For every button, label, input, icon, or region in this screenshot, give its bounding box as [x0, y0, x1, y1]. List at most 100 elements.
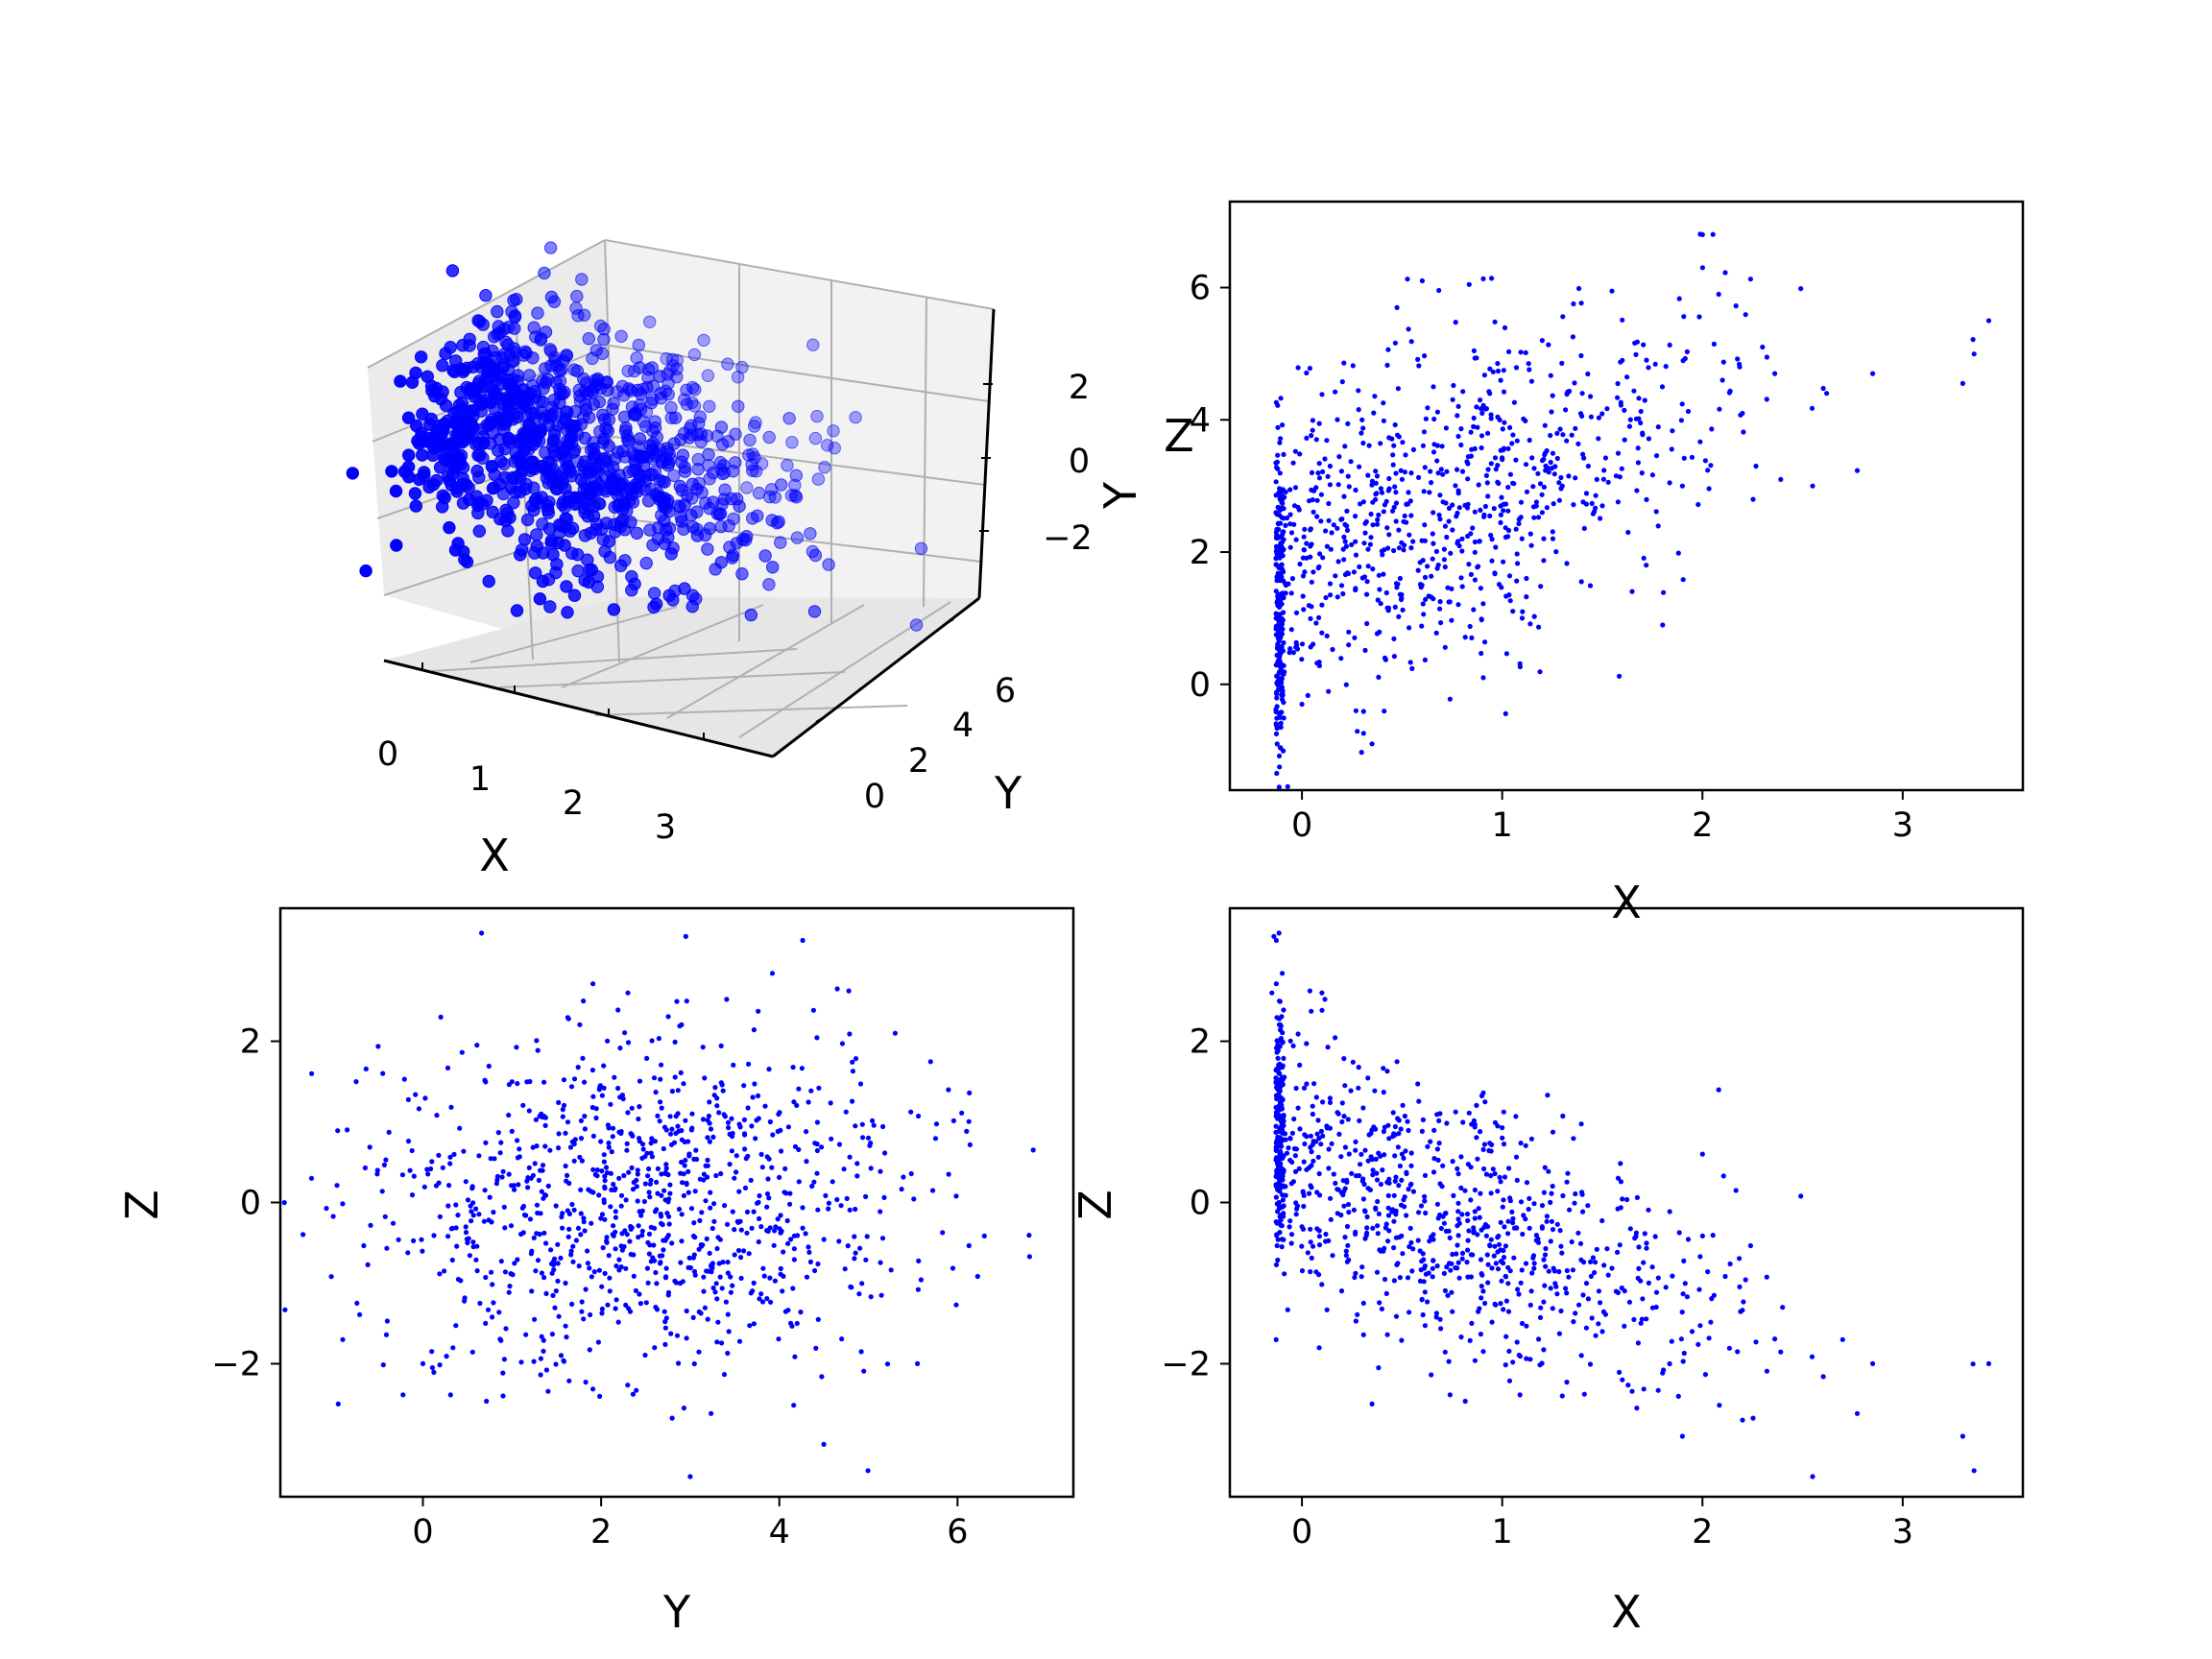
scatter-point: [463, 1179, 469, 1185]
scatter-point: [834, 1196, 840, 1203]
scatter-point: [1441, 1270, 1447, 1276]
scatter-point: [1685, 1237, 1692, 1242]
scatter-point: [879, 1236, 886, 1241]
scatter-3d-point: [493, 477, 507, 492]
scatter-point: [606, 1141, 612, 1146]
scatter-point: [1505, 445, 1511, 451]
scatter-3d-point: [633, 361, 646, 374]
scatter-point: [1383, 1221, 1389, 1227]
scatter-point: [1764, 1274, 1769, 1280]
y-tick-label: 0: [1190, 666, 1211, 705]
scatter-point: [1635, 460, 1641, 466]
scatter-point: [770, 1132, 776, 1138]
scatter-point: [1709, 1296, 1715, 1302]
scatter-point: [1599, 1329, 1605, 1334]
scatter-point: [673, 1130, 679, 1137]
scatter-3d-point: [567, 443, 582, 457]
scatter-point: [429, 1159, 435, 1165]
scatter-point: [1420, 1311, 1426, 1318]
scatter-point: [1386, 1176, 1392, 1182]
scatter-point: [1498, 1301, 1503, 1307]
scatter-3d-point: [806, 338, 820, 351]
scatter-point: [1495, 1189, 1501, 1194]
scatter-point: [1573, 1310, 1578, 1316]
scatter-point: [1271, 933, 1277, 940]
scatter-point: [1646, 436, 1651, 442]
scatter-point: [637, 1209, 642, 1214]
scatter-point: [655, 1113, 661, 1118]
scatter-point: [1277, 1061, 1283, 1067]
scatter-point: [1396, 613, 1402, 620]
scatter-point: [1315, 470, 1321, 476]
scatter-3d-point: [621, 364, 635, 378]
scatter-point: [1370, 566, 1376, 572]
scatter-point: [704, 1236, 709, 1241]
scatter-point: [756, 1199, 761, 1205]
scatter-3d-point: [585, 563, 598, 577]
scatter-point: [741, 1083, 747, 1089]
scatter-point: [1539, 338, 1545, 344]
scatter-point: [673, 1280, 680, 1286]
scatter-point: [1324, 438, 1330, 444]
scatter-point: [1578, 1353, 1584, 1358]
scatter-point: [1316, 614, 1322, 621]
scatter-point: [582, 1079, 588, 1085]
scatter-3d-point: [748, 420, 761, 433]
scatter-point: [1571, 1136, 1576, 1142]
scatter-point: [1482, 1221, 1488, 1228]
scatter-point: [1493, 1302, 1499, 1308]
scatter-point: [383, 1157, 389, 1163]
scatter-point: [723, 1299, 730, 1305]
scatter-3d-point: [827, 424, 840, 438]
scatter-3d-point: [507, 294, 520, 307]
scatter-point: [868, 1294, 874, 1300]
scatter-point: [581, 1316, 587, 1322]
scatter-point: [1402, 542, 1407, 548]
scatter-point: [704, 1268, 709, 1274]
scatter-point: [1345, 1117, 1351, 1122]
scatter-point: [662, 1238, 668, 1243]
scatter-point: [1442, 1287, 1448, 1293]
scatter-point: [1345, 421, 1351, 426]
scatter-point: [787, 1201, 793, 1207]
scatter-point: [445, 1234, 451, 1239]
scatter-point: [1750, 1415, 1756, 1421]
scatter-point: [1313, 620, 1319, 626]
scatter-point: [1441, 546, 1447, 552]
scatter-point: [1528, 1136, 1534, 1142]
scatter-point: [1281, 662, 1286, 668]
scatter-point: [506, 1289, 512, 1295]
scatter-point: [659, 1192, 664, 1198]
scatter-point: [1471, 1230, 1477, 1236]
scatter-point: [1513, 457, 1519, 463]
scatter-point: [1527, 531, 1533, 537]
scatter-point: [1471, 1118, 1477, 1123]
scatter-point: [1609, 288, 1615, 294]
scatter-3d-point: [714, 421, 729, 434]
scatter-point: [1326, 517, 1332, 523]
scatter-point: [1618, 1179, 1623, 1185]
scatter-point: [841, 1166, 847, 1172]
scatter-point: [1556, 480, 1562, 486]
scatter-point: [1365, 546, 1371, 552]
scatter-point: [1376, 1365, 1382, 1371]
scatter-point: [1446, 505, 1453, 512]
scatter-point: [1740, 410, 1745, 417]
scatter-point: [1747, 1242, 1753, 1249]
scatter-point: [637, 1291, 642, 1297]
scatter-point: [815, 1261, 821, 1267]
scatter-3d-point: [703, 521, 717, 536]
scatter-point: [1476, 482, 1481, 488]
scatter-point: [1503, 593, 1509, 599]
scatter-3d-point: [578, 431, 591, 445]
scatter-point: [1501, 1247, 1506, 1254]
scatter-point: [1633, 1230, 1639, 1236]
scatter-point: [1493, 1261, 1499, 1266]
scatter-point: [651, 1242, 657, 1248]
scatter-point: [1340, 590, 1346, 597]
scatter-point: [1283, 582, 1288, 589]
scatter-point: [1624, 1196, 1630, 1203]
scatter-point: [1281, 1055, 1286, 1061]
scatter-point: [1390, 462, 1396, 468]
